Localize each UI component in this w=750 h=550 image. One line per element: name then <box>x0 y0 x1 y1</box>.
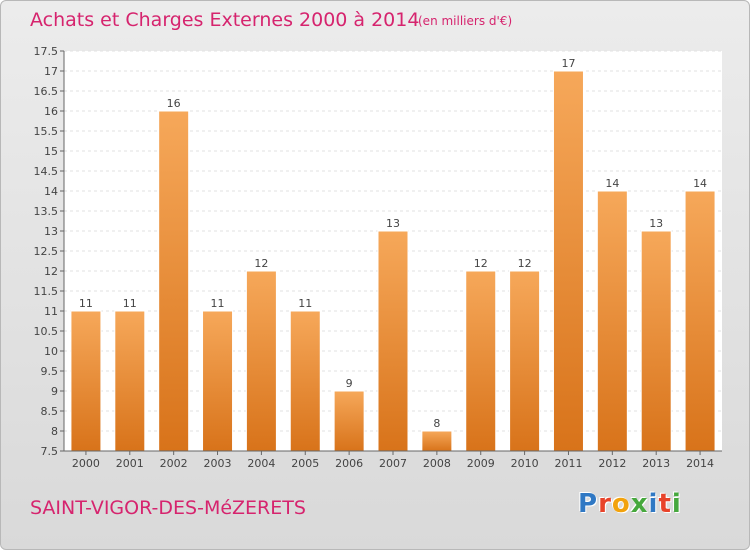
value-label: 12 <box>518 257 532 270</box>
y-tick-label: 15.5 <box>34 125 59 138</box>
y-tick-label: 16.5 <box>34 85 59 98</box>
x-tick-label: 2003 <box>204 457 232 470</box>
y-tick-label: 14.5 <box>34 165 59 178</box>
y-tick-label: 16 <box>44 105 58 118</box>
value-label: 11 <box>298 297 312 310</box>
value-label: 11 <box>211 297 225 310</box>
x-tick-label: 2010 <box>511 457 539 470</box>
y-tick-label: 14 <box>44 185 58 198</box>
value-label: 11 <box>79 297 93 310</box>
x-tick-labels: 2000 2001 2002 2003 2004 2005 2006 2007 2008 2009… <box>72 451 714 470</box>
bar-2012 <box>596 190 628 452</box>
logo-letter: i <box>671 489 682 519</box>
logo-letter: t <box>658 489 672 519</box>
bar-2002 <box>158 110 190 452</box>
y-tick-label: 8 <box>51 425 58 438</box>
bars <box>70 70 716 452</box>
value-label: 9 <box>346 377 353 390</box>
value-label: 17 <box>561 57 575 70</box>
bar-2001 <box>114 310 146 452</box>
value-label: 14 <box>605 177 619 190</box>
y-tick-label: 13 <box>44 225 58 238</box>
bar-2009 <box>465 270 497 452</box>
x-tick-label: 2002 <box>160 457 188 470</box>
y-tick-label: 17.5 <box>34 45 59 58</box>
value-label: 12 <box>474 257 488 270</box>
y-tick-label: 11 <box>44 305 58 318</box>
x-tick-label: 2012 <box>598 457 626 470</box>
value-label: 13 <box>649 217 663 230</box>
y-tick-label: 15 <box>44 145 58 158</box>
y-tick-labels: 7.5 8 8.5 9 9.5 10 10.5 11 11.5 12 12.5 13 13.5 14 14.… <box>34 45 64 458</box>
value-label: 13 <box>386 217 400 230</box>
bar-2013 <box>640 230 672 452</box>
bar-2004 <box>245 270 277 452</box>
value-label: 8 <box>433 417 440 430</box>
y-tick-label: 17 <box>44 65 58 78</box>
y-tick-label: 7.5 <box>41 445 59 458</box>
logo-letter: i <box>648 489 659 519</box>
x-tick-label: 2001 <box>116 457 144 470</box>
bar-2007 <box>377 230 409 452</box>
x-tick-label: 2004 <box>247 457 275 470</box>
logo-letter: o <box>611 489 631 519</box>
value-label: 12 <box>254 257 268 270</box>
x-tick-label: 2000 <box>72 457 100 470</box>
x-tick-label: 2014 <box>686 457 714 470</box>
y-tick-label: 9 <box>51 385 58 398</box>
value-label: 16 <box>167 97 181 110</box>
y-tick-label: 13.5 <box>34 205 59 218</box>
value-label: 11 <box>123 297 137 310</box>
y-tick-label: 12 <box>44 265 58 278</box>
bar-2010 <box>509 270 541 452</box>
bar-2006 <box>333 390 365 452</box>
x-tick-label: 2013 <box>642 457 670 470</box>
bar-2014 <box>684 190 716 452</box>
chart-title: Achats et Charges Externes 2000 à 2014 <box>30 9 420 31</box>
value-labels: 11 11 16 11 12 11 9 13 8 12 12 17 14 13 14 <box>79 57 707 430</box>
bar-2008 <box>421 430 453 452</box>
bar-2011 <box>552 70 584 452</box>
bar-2000 <box>70 310 102 452</box>
x-tick-label: 2011 <box>554 457 582 470</box>
place-name: SAINT-VIGOR-DES-MéZERETS <box>30 497 306 519</box>
y-tick-label: 8.5 <box>41 405 59 418</box>
logo-letter: x <box>630 489 649 519</box>
x-tick-label: 2006 <box>335 457 363 470</box>
y-tick-label: 9.5 <box>41 365 59 378</box>
proxiti-logo: Proxiti <box>578 489 682 519</box>
value-label: 14 <box>693 177 707 190</box>
y-tick-label: 12.5 <box>34 245 59 258</box>
y-tick-label: 10 <box>44 345 58 358</box>
chart-unit: (en milliers d'€) <box>418 14 513 28</box>
x-tick-label: 2007 <box>379 457 407 470</box>
y-tick-label: 10.5 <box>34 325 59 338</box>
logo-letter: r <box>598 489 612 519</box>
bar-2005 <box>289 310 321 452</box>
x-tick-label: 2009 <box>467 457 495 470</box>
logo-letter: P <box>578 489 599 519</box>
y-tick-label: 11.5 <box>34 285 59 298</box>
bar-2003 <box>202 310 234 452</box>
x-tick-label: 2005 <box>291 457 319 470</box>
x-tick-label: 2008 <box>423 457 451 470</box>
